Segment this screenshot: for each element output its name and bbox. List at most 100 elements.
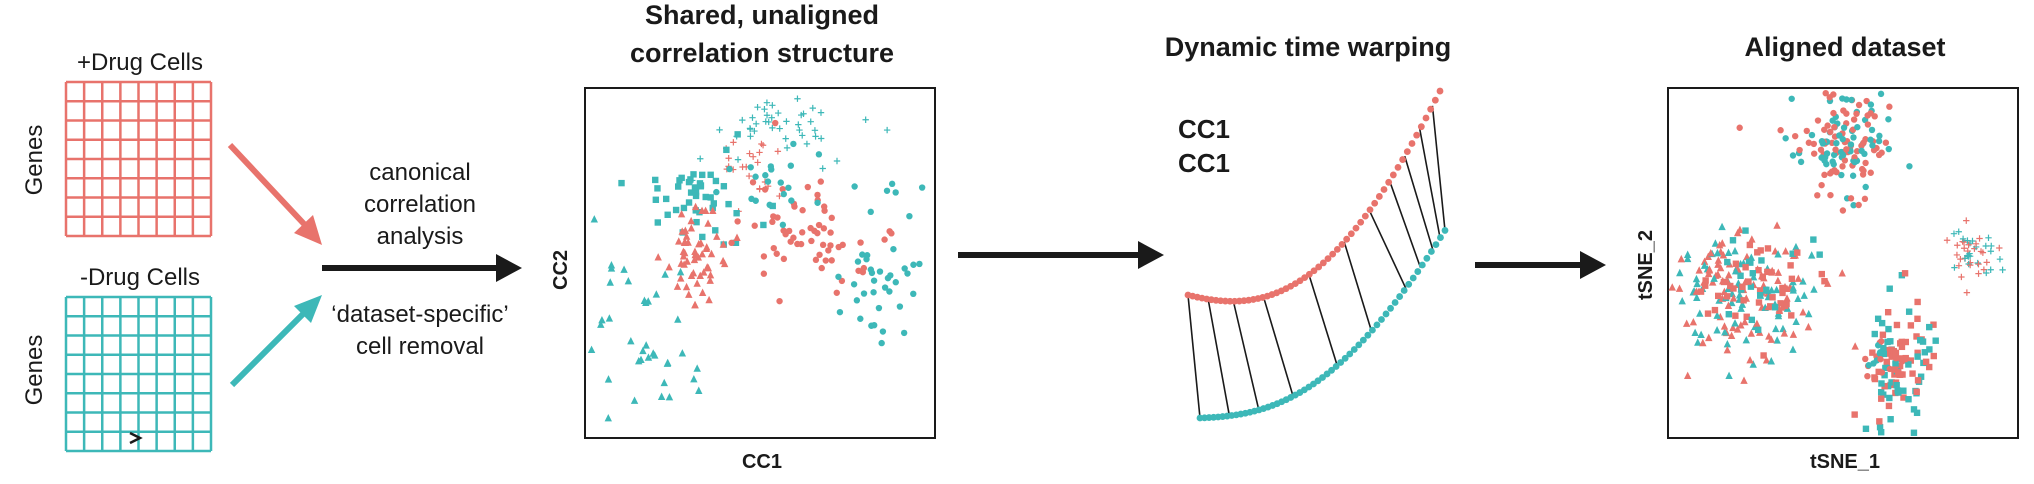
scatter-point — [1364, 331, 1372, 339]
scatter-point — [1697, 330, 1705, 338]
scatter-point — [1757, 247, 1764, 254]
scatter-point — [1861, 195, 1869, 203]
dtw-link — [1343, 241, 1373, 332]
scatter-point — [1779, 289, 1786, 297]
scatter-point — [1746, 356, 1754, 364]
scatter-point — [652, 290, 661, 298]
scatter-point — [664, 211, 671, 218]
dtw-curves — [1184, 87, 1449, 422]
scatter-point — [768, 114, 775, 121]
scatter-point — [818, 264, 825, 272]
scatter-point — [1888, 353, 1895, 360]
scatter-point — [1914, 298, 1921, 306]
scatter-point — [677, 259, 685, 267]
scatter-point — [1737, 321, 1745, 329]
scatter-point — [1965, 260, 1972, 268]
scatter-point — [1850, 134, 1857, 141]
scatter-point — [1720, 278, 1728, 286]
scatter-point — [1361, 212, 1369, 220]
scatter-point — [900, 329, 908, 337]
scatter-point — [1892, 349, 1900, 357]
scatter-point — [1721, 328, 1729, 336]
scatter-point — [1774, 276, 1782, 284]
scatter-point — [782, 231, 789, 238]
scatter-point — [1359, 336, 1367, 344]
scatter-point — [1418, 261, 1426, 269]
scatter-point — [1319, 259, 1327, 267]
scatter-point — [618, 179, 625, 187]
scatter-point — [1780, 329, 1789, 337]
scatter-point — [690, 374, 698, 383]
scatter-point — [1854, 123, 1861, 131]
scatter-point — [699, 233, 706, 241]
scatter-point — [1745, 258, 1753, 266]
scatter-point — [1893, 321, 1901, 329]
teal-arrow — [229, 295, 322, 388]
scatter-point — [1850, 201, 1857, 209]
scatter-point — [1705, 333, 1713, 342]
scatter-point — [678, 174, 685, 182]
scatter-point — [1867, 110, 1874, 117]
scatter-point — [1983, 269, 1990, 277]
scatter-point — [1996, 255, 2004, 263]
scatter-point — [1885, 325, 1892, 333]
scatter-point — [811, 127, 819, 134]
scatter-point — [1422, 114, 1430, 122]
scatter-point — [796, 126, 803, 134]
scatter-point — [1831, 123, 1838, 131]
scatter-point — [797, 240, 805, 248]
scatter-point — [1683, 371, 1692, 380]
scatter-point — [787, 162, 795, 169]
scatter-point — [662, 195, 670, 203]
scatter-point — [888, 230, 895, 237]
scatter-point — [1839, 151, 1847, 159]
scatter-point — [766, 201, 773, 209]
scatter-point — [762, 172, 769, 179]
scatter-point — [749, 153, 757, 160]
scatter-point — [777, 179, 784, 186]
scatter-point — [1810, 236, 1817, 243]
scatter-point — [1851, 342, 1859, 350]
scatter-point — [1693, 293, 1701, 301]
scatter-point — [1748, 235, 1756, 243]
scatter-point — [1985, 234, 1992, 242]
scatter-point — [706, 276, 714, 284]
scatter-point — [1849, 172, 1857, 179]
scatter-point — [827, 229, 834, 236]
scatter-point — [1739, 283, 1746, 291]
scatter-point — [1930, 321, 1937, 328]
scatter-point — [707, 171, 714, 178]
scatter-point — [1375, 193, 1383, 200]
scatter-point — [1965, 253, 1972, 260]
scatter-point — [665, 263, 673, 271]
scatter-point — [1350, 346, 1358, 353]
genes-label-bottom: Genes — [21, 335, 48, 406]
scatter-point — [879, 328, 887, 335]
scatter-point — [734, 156, 742, 163]
scatter-point — [1691, 328, 1699, 336]
scatter-point — [1803, 127, 1810, 135]
scatter-point — [1724, 301, 1733, 309]
scatter-point — [1818, 270, 1825, 278]
scatter-point — [1774, 250, 1782, 258]
scatter-point — [627, 336, 635, 345]
scatter-point — [1781, 247, 1790, 255]
scatter-point — [1880, 344, 1887, 352]
drug-plus-matrix — [64, 80, 213, 238]
scatter-point — [761, 105, 768, 113]
scatter-point — [1841, 157, 1849, 164]
scatter-point — [1357, 218, 1365, 226]
scatter-point — [870, 277, 878, 284]
scatter-point — [1760, 352, 1767, 359]
scatter-point — [1886, 103, 1893, 110]
scatter-point — [1772, 324, 1780, 333]
scatter-point — [1814, 117, 1822, 124]
scatter-point — [1829, 117, 1836, 124]
scatter-point — [853, 297, 861, 304]
scatter-point — [1773, 336, 1781, 344]
scatter-point — [1862, 183, 1869, 191]
scatter-point — [782, 135, 789, 142]
scatter-point — [878, 339, 885, 347]
scatter-point — [1987, 248, 1995, 255]
scatter-point — [676, 267, 685, 276]
